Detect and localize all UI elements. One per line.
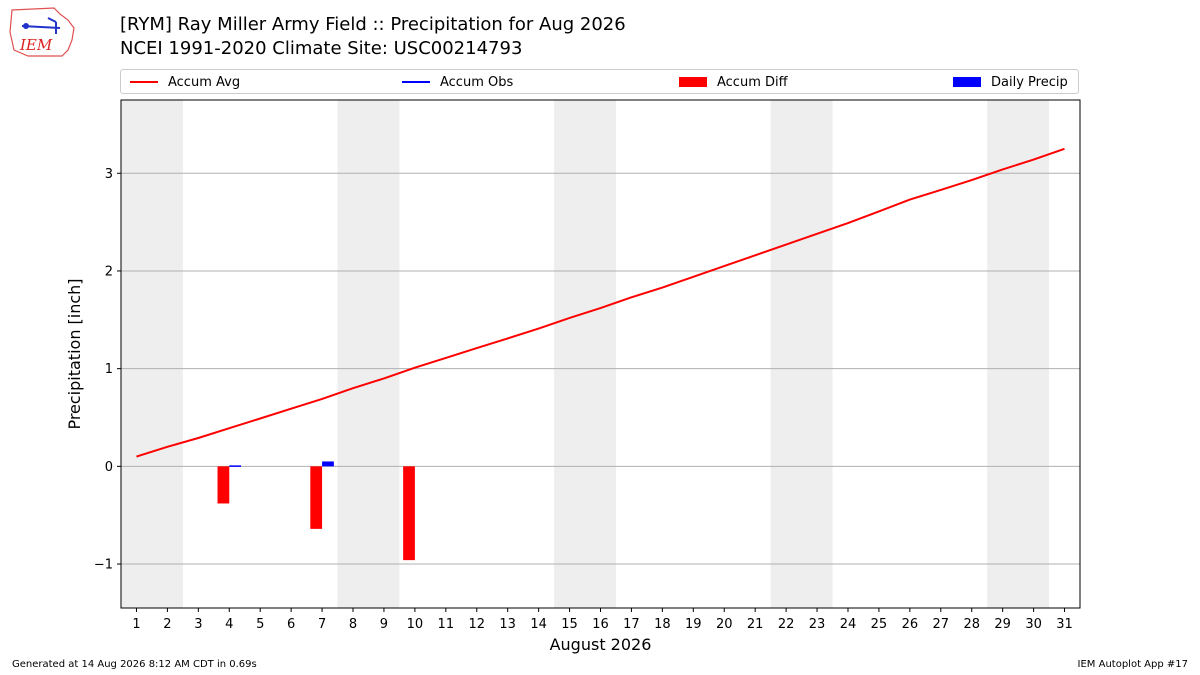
accum-diff-bar: [217, 466, 230, 504]
daily-precip-bar: [322, 461, 334, 467]
y-tick-label: 1: [105, 362, 113, 377]
footer-generated: Generated at 14 Aug 2026 8:12 AM CDT in …: [12, 659, 257, 670]
y-tick-label: −1: [94, 558, 113, 573]
logo-text: IEM: [19, 36, 53, 54]
x-tick-label: 24: [840, 617, 857, 632]
x-tick-label: 26: [902, 617, 919, 632]
x-tick-label: 29: [994, 617, 1011, 632]
x-tick-label: 11: [438, 617, 455, 632]
legend-accum-avg: Accum Avg: [130, 73, 240, 91]
legend-swatch-accum-obs: [402, 81, 430, 83]
accum-avg-line: [136, 147, 1065, 458]
x-tick-label: 8: [349, 617, 357, 632]
x-tick-label: 13: [499, 617, 516, 632]
accum-diff-bar: [310, 466, 323, 529]
x-tick-label: 10: [407, 617, 424, 632]
legend: Accum Avg Accum Obs Accum Diff Daily Pre…: [120, 69, 1079, 94]
x-tick-label: 6: [287, 617, 295, 632]
x-tick-label: 30: [1025, 617, 1042, 632]
x-tick-label: 22: [778, 617, 795, 632]
weekend-shade: [770, 100, 833, 608]
y-tick-label: 0: [105, 460, 113, 475]
x-tick-label: 25: [871, 617, 888, 632]
x-tick-label: 31: [1056, 617, 1073, 632]
legend-label-accum-obs: Accum Obs: [440, 74, 514, 90]
y-axis-label: Precipitation [inch]: [65, 278, 84, 429]
x-tick-label: 3: [194, 617, 202, 632]
weekend-shade: [121, 100, 183, 608]
accum-diff-bar: [403, 466, 415, 561]
weekend-shade: [554, 100, 616, 608]
x-tick-label: 16: [592, 617, 609, 632]
x-tick-label: 5: [256, 617, 264, 632]
x-tick-label: 1: [132, 617, 140, 632]
x-tick-label: 27: [933, 617, 950, 632]
weekend-shade: [987, 100, 1050, 608]
x-tick-label: 18: [654, 617, 671, 632]
legend-swatch-accum-avg: [130, 81, 158, 83]
legend-accum-obs: Accum Obs: [402, 73, 513, 91]
legend-label-daily-precip: Daily Precip: [991, 74, 1068, 90]
weekend-shade: [337, 100, 400, 608]
daily-precip-bar: [229, 465, 242, 467]
iem-logo: IEM: [8, 6, 80, 58]
legend-swatch-daily-precip: [953, 77, 981, 87]
x-tick-label: 17: [623, 617, 640, 632]
x-tick-label: 19: [685, 617, 702, 632]
plot-frame: [120, 99, 1081, 609]
chart-title: [RYM] Ray Miller Army Field :: Precipita…: [120, 13, 626, 61]
x-tick-label: 20: [716, 617, 733, 632]
x-tick-label: 23: [809, 617, 826, 632]
x-tick-label: 12: [468, 617, 485, 632]
x-tick-label: 4: [225, 617, 233, 632]
x-tick-label: 14: [530, 617, 547, 632]
legend-label-accum-diff: Accum Diff: [717, 74, 788, 90]
x-tick-label: 2: [163, 617, 171, 632]
x-tick-label: 7: [318, 617, 326, 632]
x-tick-label: 21: [747, 617, 764, 632]
title-line2: NCEI 1991-2020 Climate Site: USC00214793: [120, 38, 523, 59]
x-tick-label: 9: [380, 617, 388, 632]
x-axis-label: August 2026: [550, 635, 652, 654]
legend-accum-diff: Accum Diff: [679, 73, 788, 91]
x-tick-label: 28: [963, 617, 980, 632]
x-tick-label: 15: [561, 617, 578, 632]
legend-daily-precip: Daily Precip: [953, 73, 1068, 91]
footer-app: IEM Autoplot App #17: [1077, 659, 1188, 670]
legend-label-accum-avg: Accum Avg: [168, 74, 241, 90]
y-tick-label: 3: [105, 167, 113, 182]
title-line1: [RYM] Ray Miller Army Field :: Precipita…: [120, 14, 626, 35]
legend-swatch-accum-diff: [679, 77, 707, 87]
y-tick-label: 2: [105, 264, 113, 279]
